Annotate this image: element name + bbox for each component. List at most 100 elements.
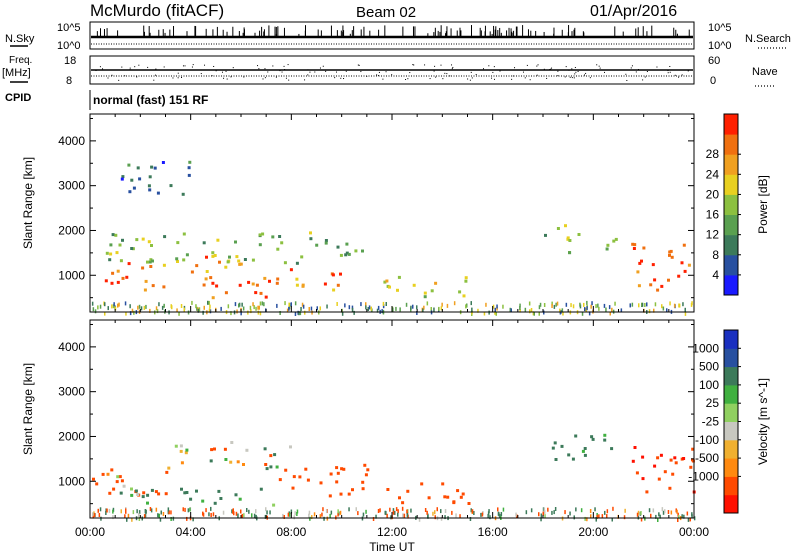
- ground-scatter-cell: [210, 506, 212, 511]
- ground-scatter-cell: [172, 516, 175, 521]
- ground-scatter-cell: [202, 512, 205, 517]
- ground-scatter-cell: [664, 509, 666, 514]
- ground-scatter-cell: [540, 517, 542, 522]
- ground-scatter-cell: [401, 506, 404, 511]
- colorbar-segment: [724, 214, 738, 236]
- ground-scatter-cell: [669, 301, 671, 306]
- ground-scatter-cell: [547, 507, 549, 512]
- ground-scatter-cell: [492, 304, 495, 309]
- data-cell: [456, 489, 460, 493]
- ground-scatter-cell: [167, 507, 170, 512]
- data-cell: [649, 283, 653, 287]
- freq-dot: [626, 79, 628, 81]
- freq-dot: [181, 76, 183, 78]
- data-cell: [464, 279, 468, 283]
- data-cell: [683, 269, 687, 273]
- ground-scatter-cell: [120, 509, 122, 514]
- data-cell: [581, 449, 585, 453]
- ground-scatter-cell: [473, 511, 475, 515]
- colorbar-tick-label: 16: [706, 208, 720, 222]
- data-cell: [632, 247, 636, 250]
- ground-scatter-cell: [186, 516, 188, 521]
- ground-scatter-cell: [667, 510, 670, 514]
- data-cell: [234, 493, 238, 497]
- freq-dot: [121, 66, 123, 68]
- freq-dot: [577, 70, 579, 72]
- ground-scatter-cell: [678, 515, 680, 520]
- freq-dot: [204, 64, 206, 66]
- ground-scatter-cell: [308, 510, 311, 515]
- data-cell: [351, 488, 354, 492]
- ground-scatter-cell: [208, 308, 211, 313]
- ground-scatter-cell: [231, 509, 233, 514]
- data-cell: [110, 281, 114, 285]
- freq-dot: [138, 64, 140, 66]
- freq-dot: [243, 76, 245, 78]
- colorbar-tick-label: 12: [706, 228, 720, 242]
- data-cell: [363, 463, 367, 467]
- ground-scatter-cell: [319, 306, 321, 311]
- data-cell: [101, 472, 105, 476]
- ground-scatter-cell: [542, 507, 545, 512]
- freq-dot: [412, 64, 414, 66]
- data-cell: [631, 459, 635, 463]
- data-cell: [269, 454, 273, 458]
- ground-scatter-cell: [302, 304, 305, 309]
- ground-scatter-cell: [562, 311, 564, 316]
- ground-scatter-cell: [612, 506, 614, 511]
- data-cell: [211, 254, 215, 258]
- freq-dot: [571, 68, 573, 70]
- ground-scatter-cell: [296, 512, 298, 516]
- ground-scatter-cell: [149, 308, 151, 313]
- data-cell: [141, 495, 145, 499]
- ground-scatter-cell: [590, 304, 592, 309]
- power-panel: 1000 2000 3000 4000 Slant Range [km] 4 8 12 16 20…: [21, 113, 770, 316]
- data-cell: [167, 466, 171, 470]
- y-tick-label: 2000: [58, 429, 85, 443]
- ground-scatter-cell: [325, 509, 328, 514]
- ground-scatter-cell: [596, 514, 598, 519]
- ground-scatter-cell: [288, 306, 290, 311]
- data-cell: [151, 259, 154, 263]
- freq-dot: [267, 71, 269, 73]
- data-cell: [264, 295, 268, 299]
- data-cell: [105, 251, 109, 255]
- freq-dot: [264, 68, 266, 70]
- ground-scatter-cell: [112, 509, 114, 514]
- freq-dot: [546, 77, 548, 79]
- data-cell: [259, 291, 263, 295]
- ground-scatter-cell: [210, 513, 212, 517]
- data-cell: [237, 259, 241, 263]
- ground-scatter-cell: [184, 507, 186, 512]
- freq-dot: [279, 70, 281, 72]
- data-cell: [175, 257, 179, 261]
- data-cell: [187, 166, 191, 170]
- ground-scatter-cell: [126, 517, 128, 522]
- data-cell: [190, 270, 194, 274]
- ground-scatter-cell: [344, 303, 346, 308]
- freq-dot: [631, 65, 633, 67]
- freq-dot: [177, 77, 179, 79]
- freq-dot: [322, 65, 324, 67]
- ground-scatter-cell: [542, 511, 544, 516]
- ground-scatter-cell: [382, 301, 385, 306]
- ground-scatter-cell: [353, 310, 355, 315]
- data-cell: [668, 250, 672, 254]
- ground-scatter-cell: [497, 507, 499, 512]
- ground-scatter-cell: [117, 303, 119, 308]
- data-cell: [335, 466, 339, 470]
- ground-scatter-cell: [208, 300, 210, 305]
- freq-dot: [281, 71, 283, 73]
- freq-dot: [215, 70, 217, 72]
- data-cell: [269, 465, 273, 469]
- freq-dot: [669, 65, 671, 67]
- ground-scatter-cell: [553, 510, 555, 515]
- data-cell: [304, 467, 308, 471]
- freq-dot: [409, 72, 411, 74]
- data-cell: [163, 235, 167, 239]
- data-cell: [567, 453, 571, 457]
- data-cell: [258, 233, 262, 237]
- data-cell: [295, 277, 299, 281]
- ground-scatter-cell: [360, 302, 362, 307]
- freq-dot: [334, 77, 336, 79]
